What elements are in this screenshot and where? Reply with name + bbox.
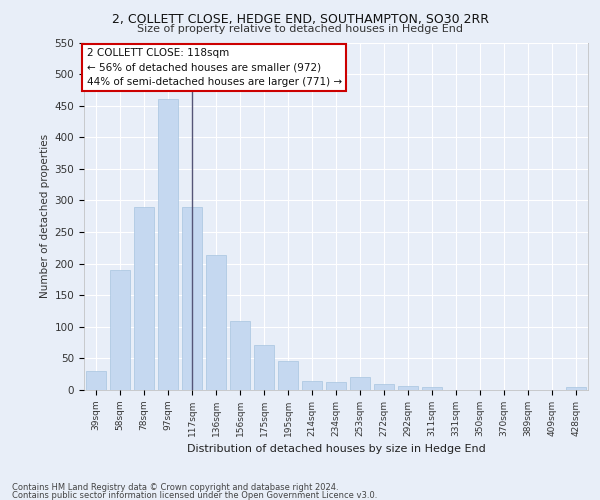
Bar [182,207,202,390]
Bar [230,320,250,390]
Bar [206,256,226,390]
Bar [254,344,274,390]
X-axis label: Distribution of detached houses by size in Hedge End: Distribution of detached houses by size … [187,444,485,454]
Text: 2 COLLETT CLOSE: 118sqm
← 56% of detached houses are smaller (972)
44% of semi-d: 2 COLLETT CLOSE: 118sqm ← 56% of detache… [86,48,341,88]
Bar [86,371,106,390]
Bar [374,384,394,390]
Text: Contains HM Land Registry data © Crown copyright and database right 2024.: Contains HM Land Registry data © Crown c… [12,482,338,492]
Bar [422,388,442,390]
Bar [350,378,370,390]
Y-axis label: Number of detached properties: Number of detached properties [40,134,50,298]
Text: Contains public sector information licensed under the Open Government Licence v3: Contains public sector information licen… [12,491,377,500]
Bar [278,361,298,390]
Text: 2, COLLETT CLOSE, HEDGE END, SOUTHAMPTON, SO30 2RR: 2, COLLETT CLOSE, HEDGE END, SOUTHAMPTON… [112,12,488,26]
Bar [134,207,154,390]
Bar [566,387,586,390]
Bar [326,382,346,390]
Text: Size of property relative to detached houses in Hedge End: Size of property relative to detached ho… [137,24,463,34]
Bar [110,270,130,390]
Bar [158,100,178,390]
Bar [302,381,322,390]
Bar [398,386,418,390]
